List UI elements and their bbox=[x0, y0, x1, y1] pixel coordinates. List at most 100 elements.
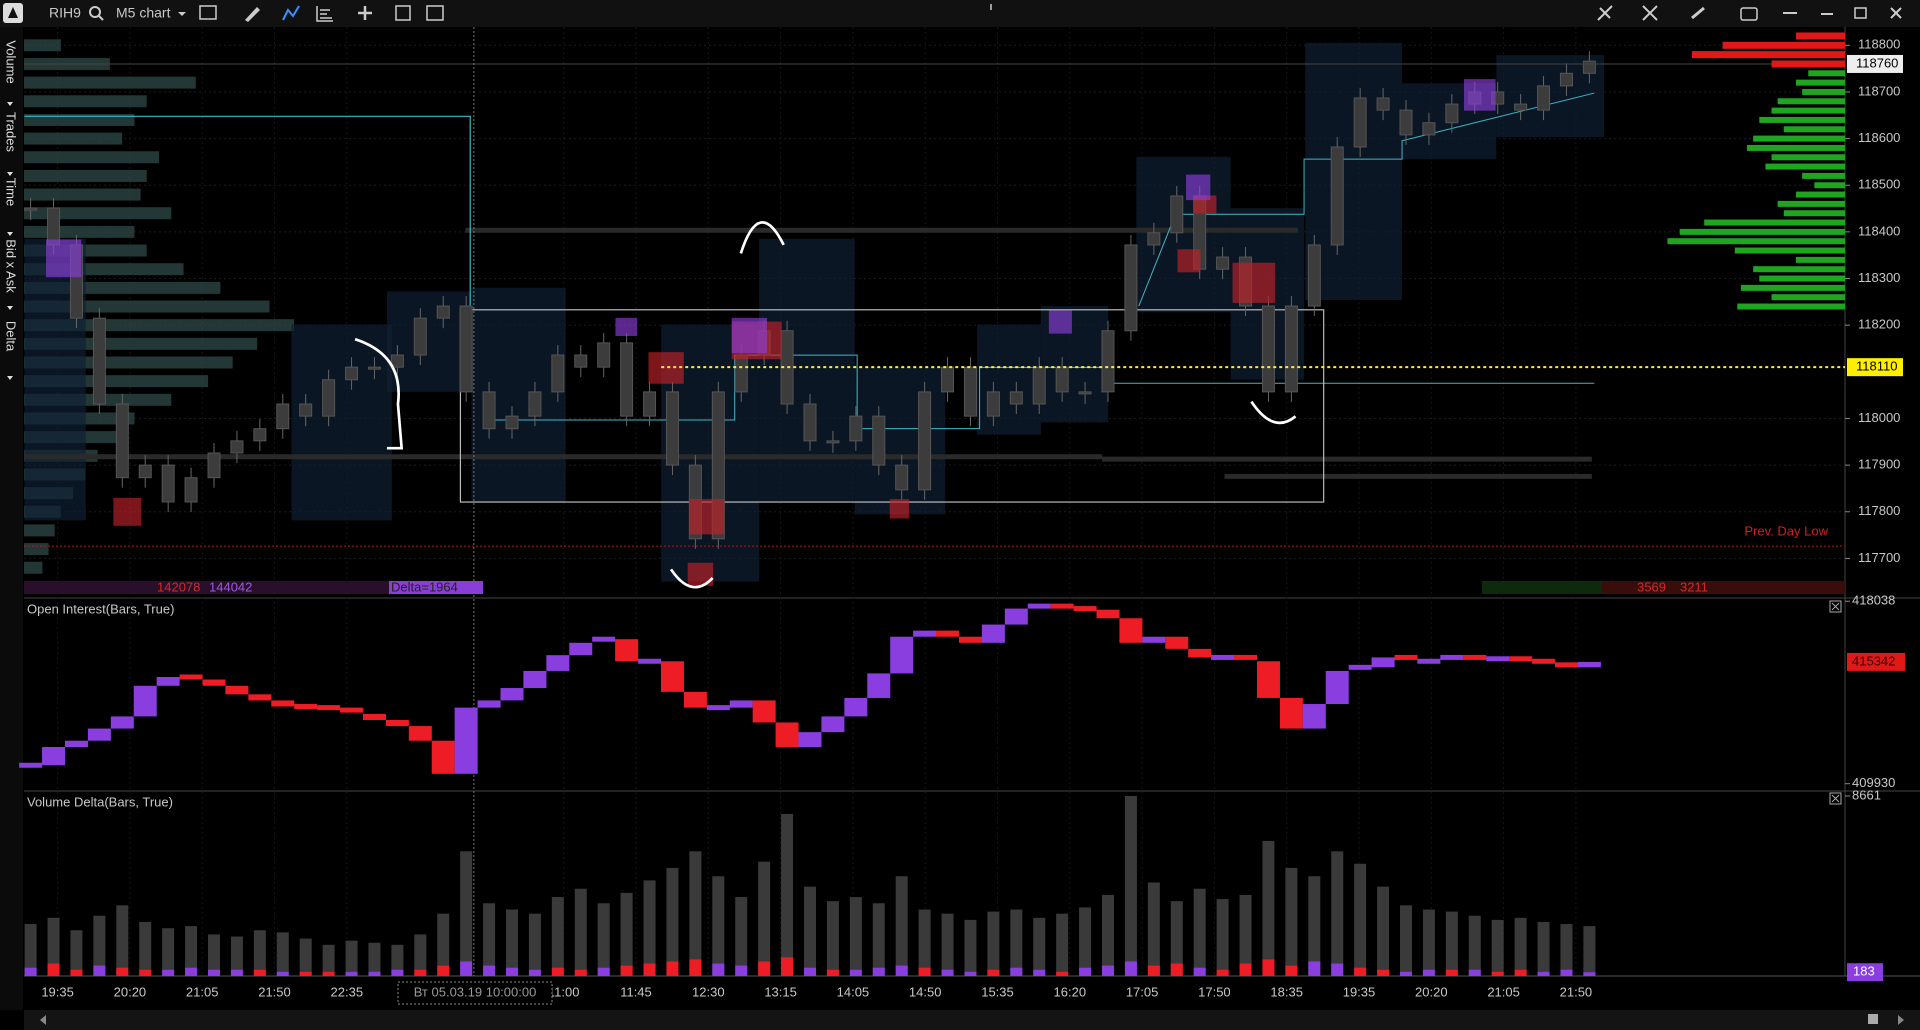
profile-bar bbox=[24, 113, 135, 126]
oi-bar bbox=[1027, 603, 1051, 609]
volume-bar bbox=[1147, 882, 1160, 976]
delta-bar bbox=[1422, 969, 1435, 976]
annotation-stroke bbox=[354, 337, 404, 450]
candle-body bbox=[276, 403, 290, 430]
template-icon[interactable] bbox=[199, 5, 217, 20]
candle-body bbox=[138, 464, 152, 479]
close-button[interactable] bbox=[1890, 7, 1902, 19]
delta-bar bbox=[93, 965, 106, 976]
time-label: 11:45 bbox=[620, 984, 652, 999]
side-tab-arrow[interactable] bbox=[7, 306, 13, 310]
oi-bar bbox=[798, 732, 822, 748]
screenshot-icon[interactable] bbox=[1740, 7, 1758, 21]
draw-icon[interactable] bbox=[245, 7, 260, 22]
tools-icon[interactable] bbox=[1597, 5, 1613, 21]
window-icon[interactable] bbox=[395, 5, 411, 21]
candle-body bbox=[551, 354, 565, 393]
side-tab[interactable]: Delta bbox=[4, 321, 19, 352]
delta-bar bbox=[964, 971, 977, 976]
delta-bar bbox=[1033, 969, 1046, 976]
delta-bar bbox=[666, 961, 679, 976]
candle-body bbox=[1514, 103, 1528, 111]
oi-bar bbox=[179, 674, 203, 680]
side-tab[interactable]: Volume bbox=[4, 40, 19, 83]
candle-body bbox=[1376, 97, 1390, 111]
side-tab-arrow[interactable] bbox=[7, 102, 13, 106]
candle-body bbox=[1055, 366, 1069, 393]
scrollbar[interactable] bbox=[24, 1010, 1920, 1030]
crosshair-icon[interactable] bbox=[1642, 5, 1658, 21]
close-panel-button[interactable] bbox=[1829, 600, 1842, 613]
oi-bar bbox=[477, 700, 501, 708]
cluster-mark bbox=[1048, 310, 1072, 334]
dropdown-arrow[interactable] bbox=[178, 12, 186, 16]
side-tab[interactable]: Trades bbox=[4, 112, 19, 152]
profile-bar-buy bbox=[1759, 116, 1845, 123]
price-tick-label: 118400 bbox=[1858, 223, 1900, 238]
layout-icon[interactable] bbox=[426, 5, 444, 21]
candle-body bbox=[1078, 391, 1092, 395]
delta-bar bbox=[414, 969, 427, 976]
delta-bar bbox=[1216, 969, 1229, 976]
candle-body bbox=[92, 317, 106, 405]
volume-bar bbox=[1124, 796, 1137, 976]
candle-body bbox=[1147, 232, 1161, 246]
indicator-icon[interactable] bbox=[282, 5, 300, 21]
delta-bar bbox=[941, 969, 954, 976]
volume-bar bbox=[391, 944, 404, 976]
volume-bar bbox=[1010, 909, 1023, 976]
scroll-thumb[interactable] bbox=[1868, 1014, 1878, 1024]
oi-bar bbox=[1348, 664, 1372, 670]
last-price-label: 118760 bbox=[1856, 55, 1898, 70]
scroll-left[interactable] bbox=[40, 1015, 46, 1025]
close-panel-glyph bbox=[1831, 602, 1840, 611]
timeframe[interactable]: M5 chart bbox=[116, 5, 171, 21]
objects-icon[interactable] bbox=[316, 6, 333, 22]
price-tick-label: 118300 bbox=[1858, 270, 1900, 285]
candle-body bbox=[780, 330, 794, 405]
volume-bar bbox=[1560, 924, 1573, 976]
link-icon[interactable] bbox=[1691, 6, 1705, 20]
profile-bar bbox=[24, 188, 141, 201]
oi-bar bbox=[958, 636, 982, 643]
volume-bar bbox=[1216, 899, 1229, 976]
volume-bar bbox=[689, 851, 702, 976]
candle-body bbox=[161, 464, 175, 503]
oi-bar bbox=[431, 740, 455, 774]
side-tab[interactable]: Time bbox=[4, 178, 19, 206]
volume-bar bbox=[345, 940, 358, 976]
time-label: 19:35 bbox=[41, 984, 74, 999]
profile-bar bbox=[24, 225, 135, 238]
volume-bar bbox=[1537, 921, 1550, 976]
time-label: 13:15 bbox=[764, 984, 797, 999]
candle-body bbox=[963, 366, 977, 417]
candle-body bbox=[1537, 85, 1551, 111]
time-label: 18:35 bbox=[1270, 984, 1303, 999]
volume-bar bbox=[597, 903, 610, 976]
candle-body bbox=[1284, 305, 1298, 393]
close-panel-button[interactable] bbox=[1829, 792, 1842, 805]
value-area-box bbox=[759, 238, 855, 503]
side-tab-arrow[interactable] bbox=[7, 232, 13, 236]
side-tab-arrow[interactable] bbox=[7, 376, 13, 380]
delta-bar bbox=[460, 961, 473, 976]
candle-body bbox=[1399, 109, 1413, 136]
delta-bar bbox=[872, 967, 885, 976]
volume-bar bbox=[505, 909, 518, 976]
scroll-right[interactable] bbox=[1898, 1015, 1904, 1025]
stats-ask: 3211 bbox=[1680, 579, 1708, 594]
side-tab[interactable]: Bid x Ask bbox=[4, 239, 19, 293]
time-label: 17:05 bbox=[1126, 984, 1159, 999]
delta-bar bbox=[1079, 967, 1092, 976]
oi-bar bbox=[1073, 606, 1097, 612]
maximize-button[interactable] bbox=[1854, 7, 1867, 19]
oi-bar bbox=[1463, 654, 1487, 660]
add-icon[interactable] bbox=[358, 6, 372, 20]
delta-bar bbox=[895, 965, 908, 976]
candle-body bbox=[872, 415, 886, 466]
volume-bar bbox=[47, 917, 60, 976]
cluster-mark bbox=[688, 499, 725, 535]
side-tab-arrow[interactable] bbox=[7, 172, 13, 176]
symbol[interactable]: RIH9 bbox=[49, 5, 81, 21]
search-icon[interactable] bbox=[89, 6, 101, 18]
